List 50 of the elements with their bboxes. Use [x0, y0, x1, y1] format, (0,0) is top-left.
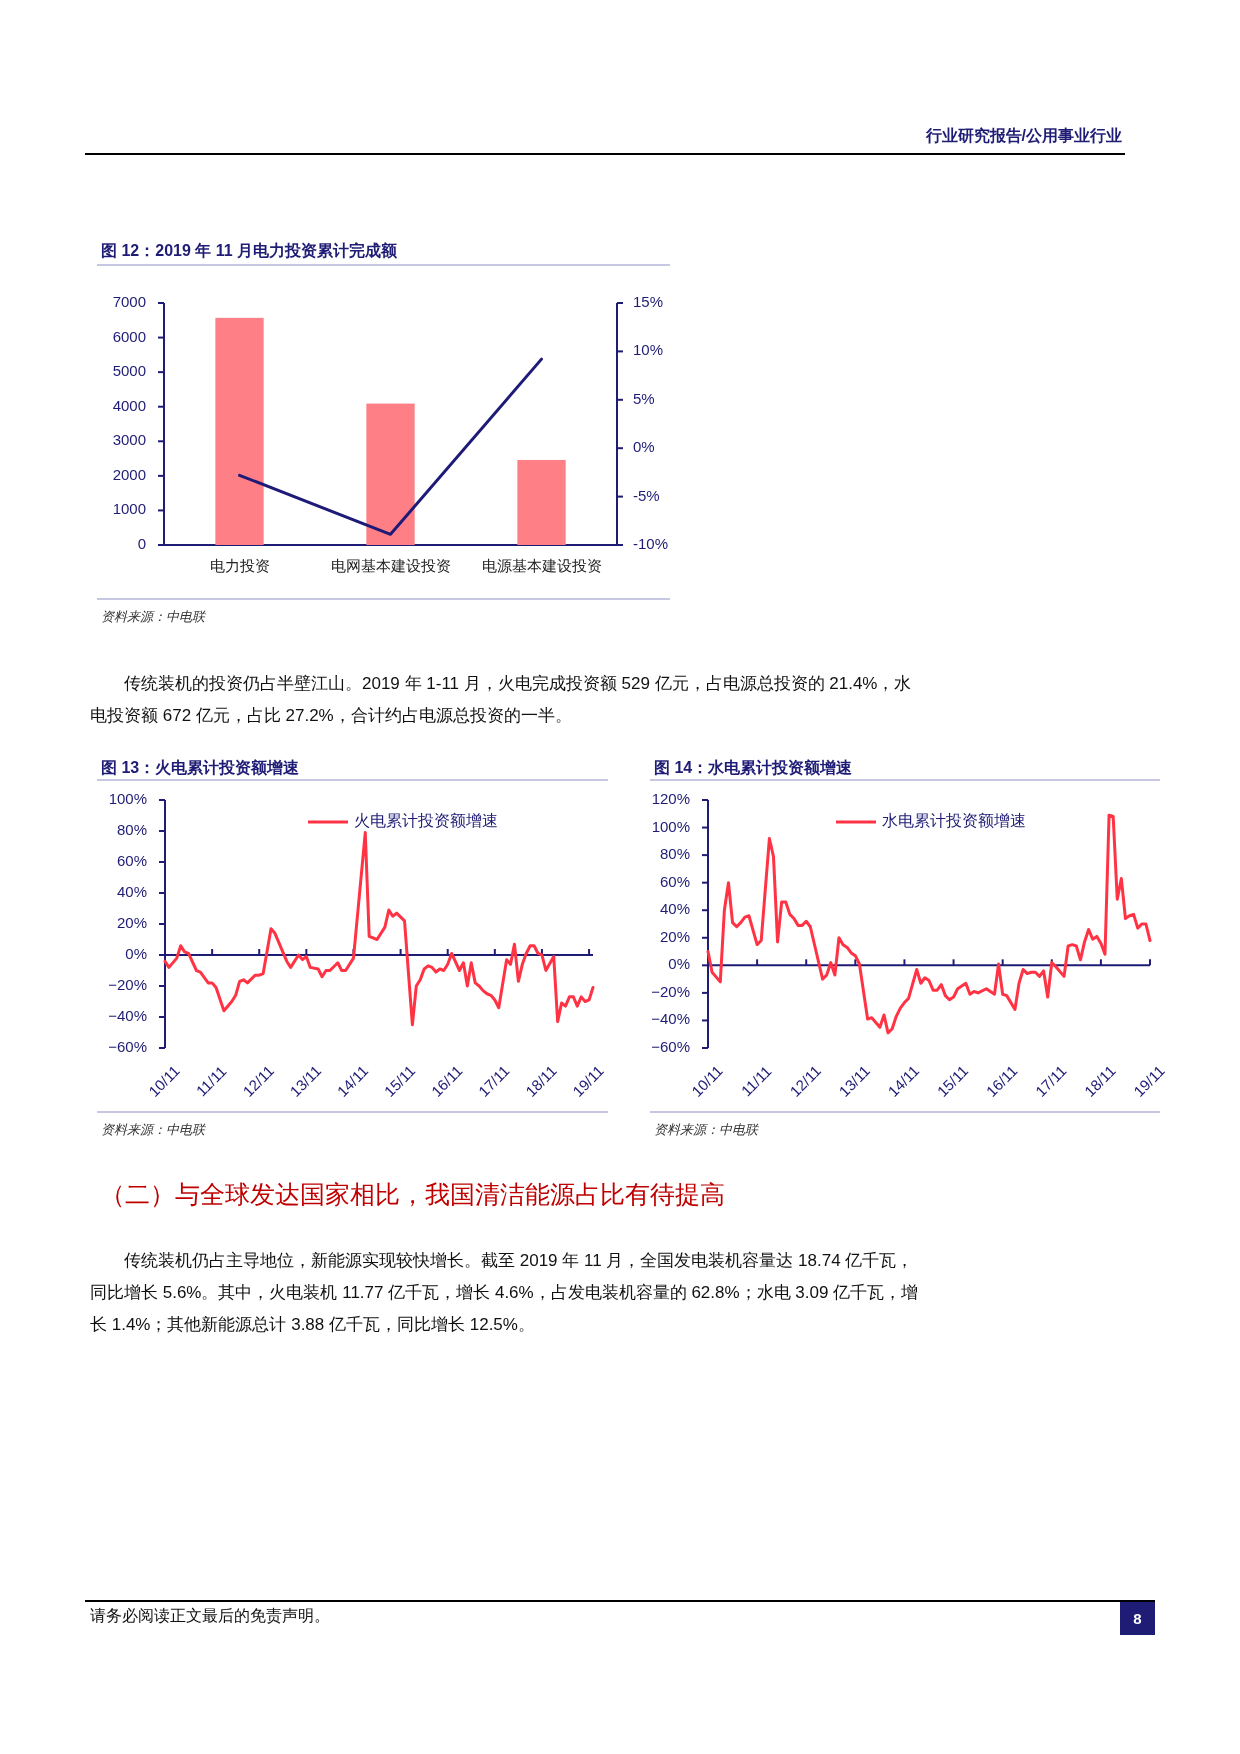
chart-title: 图 12：2019 年 11 月电力投资累计完成额: [101, 241, 399, 260]
y-tick-label: 0%: [668, 955, 690, 973]
text: 资料来源：中电联: [101, 1121, 205, 1139]
y-tick-label: 5000: [112, 362, 146, 380]
y-tick-label: 7000: [112, 292, 146, 310]
y-tick-label: 3000: [112, 431, 146, 449]
y2-tick-label: 10%: [633, 341, 664, 359]
y-tick-label: 1000: [112, 500, 146, 518]
y-tick-label: 100%: [108, 789, 147, 807]
y2-tick-label: 0%: [633, 438, 655, 456]
text: 8: [1120, 1602, 1155, 1635]
y-tick-label: −40%: [108, 1006, 147, 1024]
x-tick-label: 电力投资: [209, 556, 270, 574]
text: 传统装机的投资仍占半壁江山。2019 年 1-11 月，火电完成投资额 529 亿元，占电源总投资的 21.4%，水电投资额 672 亿元，占比 27.2%，合计约占电源总投资的一半。: [90, 673, 913, 727]
y-tick-label: 20%: [659, 927, 690, 945]
text: 请务必阅读正文最后的免责声明。: [90, 1606, 330, 1626]
legend-label: 水电累计投资额增速: [882, 812, 1026, 830]
y-tick-label: −20%: [108, 975, 147, 993]
y-tick-label: 80%: [116, 820, 147, 838]
y-tick-label: 20%: [116, 913, 147, 931]
y-tick-label: 4000: [112, 396, 146, 414]
y-tick-label: 100%: [651, 817, 690, 835]
y-tick-label: 40%: [116, 882, 147, 900]
y-tick-label: 6000: [112, 327, 146, 345]
text: 传统装机仍占主导地位，新能源实现较快增长。截至 2019 年 11 月，全国发电装机容量达 18.74 亿千瓦，同比增长 5.6%。其中，火电装机 11.77 亿千瓦，增长 4.6%，占发电装机容量的 62.8%；水电 3.09 亿千瓦，增长 1.4%；其他新能源总计 3.88 亿千瓦，同比增长 12.5%。: [90, 1250, 920, 1336]
y-tick-label: 0: [137, 534, 146, 552]
y-tick-label: 40%: [659, 900, 690, 918]
text: 资料来源：中电联: [101, 608, 205, 626]
text: 资料来源：中电联: [654, 1121, 758, 1139]
y-tick-label: 0%: [125, 944, 147, 962]
y-tick-label: 60%: [659, 872, 690, 890]
x-tick-label: 电源基本建设投资: [481, 556, 602, 574]
text: （二）与全球发达国家相比，我国清洁能源占比有待提高: [100, 1179, 725, 1210]
x-tick-label: 电网基本建设投资: [330, 556, 451, 574]
y-tick-label: 120%: [651, 789, 690, 807]
y-tick-label: −40%: [651, 1010, 690, 1028]
chart-title: 图 13：火电累计投资额增速: [101, 759, 301, 777]
text: 行业研究报告/公用事业行业: [925, 126, 1122, 146]
y-tick-label: 80%: [659, 845, 690, 863]
legend-label: 火电累计投资额增速: [354, 812, 498, 830]
y2-tick-label: -5%: [633, 486, 660, 504]
y-tick-label: 2000: [112, 465, 146, 483]
y2-tick-label: 15%: [633, 292, 664, 310]
y-tick-label: −20%: [651, 982, 690, 1000]
y-tick-label: 60%: [116, 851, 147, 869]
y-tick-label: −60%: [651, 1037, 690, 1055]
y2-tick-label: -10%: [633, 534, 669, 552]
y-tick-label: −60%: [108, 1037, 147, 1055]
chart-title: 图 14：水电累计投资额增速: [654, 759, 854, 777]
y2-tick-label: 5%: [633, 389, 655, 407]
